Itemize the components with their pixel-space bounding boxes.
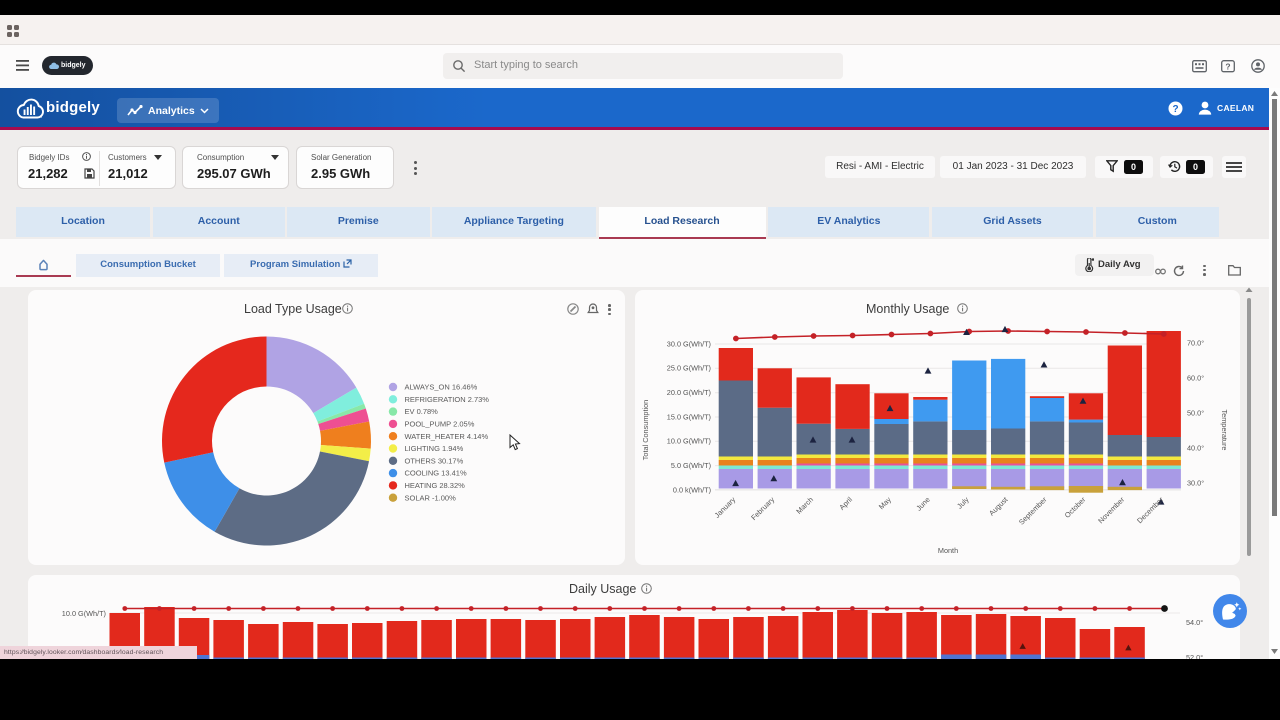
svg-text:50.0°: 50.0° (1187, 408, 1204, 417)
svg-text:60.0°: 60.0° (1187, 373, 1204, 382)
svg-text:COOLING 13.41%: COOLING 13.41% (405, 469, 467, 478)
svg-text:54.0°: 54.0° (1186, 618, 1203, 627)
svg-text:10.0 G(Wh/T): 10.0 G(Wh/T) (667, 437, 711, 446)
svg-text:Temperature: Temperature (1220, 410, 1229, 451)
svg-text:EV 0.78%: EV 0.78% (405, 407, 439, 416)
svg-text:April: April (837, 495, 854, 512)
svg-text:30.0°: 30.0° (1187, 478, 1204, 487)
svg-text:LIGHTING 1.94%: LIGHTING 1.94% (405, 444, 464, 453)
svg-text:January: January (713, 495, 738, 520)
svg-text:March: March (794, 495, 815, 516)
svg-text:May: May (877, 495, 893, 511)
svg-text:Month: Month (938, 546, 958, 555)
svg-text:ALWAYS_ON 16.46%: ALWAYS_ON 16.46% (405, 383, 478, 392)
svg-text:40.0°: 40.0° (1187, 443, 1204, 452)
svg-text:October: October (1063, 495, 1088, 520)
svg-text:0.0 k(Wh/T): 0.0 k(Wh/T) (673, 485, 711, 494)
svg-text:30.0 G(Wh/T): 30.0 G(Wh/T) (667, 339, 711, 348)
svg-text:December: December (1135, 495, 1166, 526)
svg-text:52.0°: 52.0° (1186, 653, 1203, 659)
svg-text:SOLAR -1.00%: SOLAR -1.00% (405, 493, 457, 502)
svg-text:5.0 G(Wh/T): 5.0 G(Wh/T) (671, 461, 711, 470)
svg-text:September: September (1017, 495, 1049, 527)
svg-text:25.0 G(Wh/T): 25.0 G(Wh/T) (667, 364, 711, 373)
svg-text:Total Consumption: Total Consumption (641, 400, 650, 460)
svg-text:WATER_HEATER 4.14%: WATER_HEATER 4.14% (405, 432, 489, 441)
svg-text:15.0 G(Wh/T): 15.0 G(Wh/T) (667, 412, 711, 421)
svg-text:February: February (749, 495, 776, 522)
svg-text:?: ? (1225, 61, 1230, 71)
svg-text:HEATING 28.32%: HEATING 28.32% (405, 481, 466, 490)
svg-text:20.0 G(Wh/T): 20.0 G(Wh/T) (667, 388, 711, 397)
svg-text:POOL_PUMP 2.05%: POOL_PUMP 2.05% (405, 420, 475, 429)
svg-text:November: November (1096, 495, 1127, 526)
svg-text:July: July (955, 495, 971, 511)
svg-text:?: ? (1172, 104, 1178, 115)
svg-text:June: June (914, 495, 932, 513)
svg-text:REFRIGERATION 2.73%: REFRIGERATION 2.73% (405, 395, 490, 404)
svg-text:August: August (987, 495, 1009, 517)
svg-text:OTHERS 30.17%: OTHERS 30.17% (405, 456, 464, 465)
svg-text:70.0°: 70.0° (1187, 338, 1204, 347)
svg-text:10.0 G(Wh/T): 10.0 G(Wh/T) (62, 609, 106, 618)
